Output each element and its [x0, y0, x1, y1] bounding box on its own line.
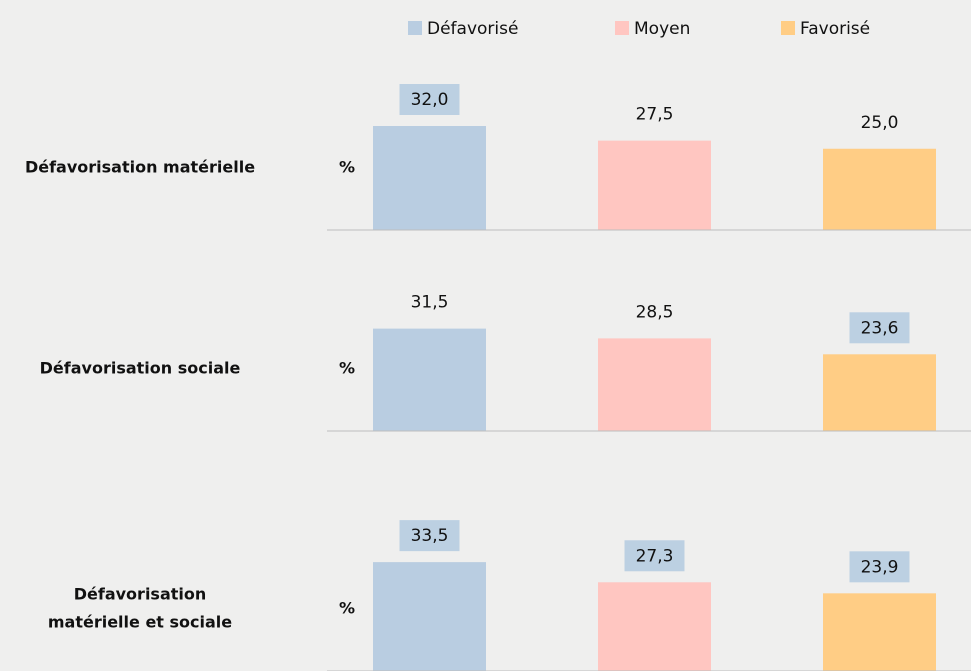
legend-label: Moyen	[634, 19, 690, 39]
legend-swatch	[781, 21, 795, 35]
bar	[373, 562, 486, 671]
label-box	[624, 540, 685, 572]
row-title: Défavorisation matérielle	[25, 158, 255, 177]
bar	[598, 338, 711, 431]
bar	[823, 354, 936, 431]
legend-swatch	[615, 21, 629, 35]
value-label: 32,0	[411, 90, 449, 110]
value-label: 25,0	[861, 113, 899, 133]
bar	[823, 148, 936, 230]
value-label: 28,5	[636, 302, 674, 322]
bar	[823, 593, 936, 671]
bar	[598, 582, 711, 671]
label-box	[399, 84, 460, 115]
row-title: Défavorisation sociale	[40, 359, 241, 378]
value-label: 27,3	[636, 546, 674, 566]
bar	[598, 140, 711, 230]
legend-label: Favorisé	[800, 19, 870, 39]
legend-swatch	[408, 21, 422, 35]
value-label: 23,9	[861, 557, 899, 577]
value-label: 31,5	[411, 293, 449, 313]
label-box	[849, 551, 910, 583]
row-title: Défavorisation	[74, 585, 207, 604]
value-label: 27,5	[636, 105, 674, 125]
y-axis-label: %	[339, 158, 355, 177]
y-axis-label: %	[339, 599, 355, 618]
label-box	[849, 312, 910, 344]
value-label: 33,5	[411, 526, 449, 546]
bar	[373, 328, 486, 431]
value-label: 23,6	[861, 318, 899, 338]
legend-label: Défavorisé	[427, 19, 518, 39]
bar	[373, 126, 486, 230]
y-axis-label: %	[339, 359, 355, 378]
label-box	[399, 520, 460, 552]
row-title: matérielle et sociale	[48, 613, 232, 632]
